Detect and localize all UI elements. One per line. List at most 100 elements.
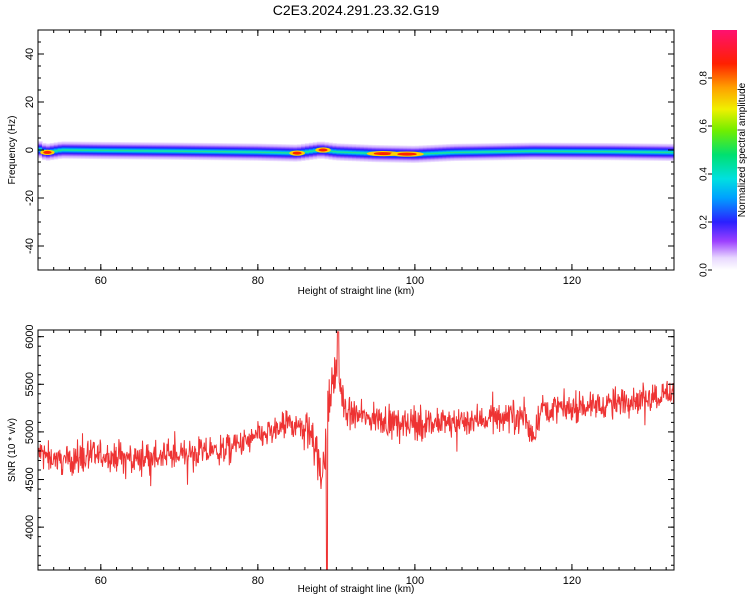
spectrogram-band-segment [568,142,573,161]
spectrogram-band-segment [73,141,78,159]
spectrogram-band-segment [544,142,549,160]
spectrogram-band-segment [92,141,98,160]
spectrogram-band-segment [552,142,557,160]
spectrogram-band-segment [147,142,153,160]
snr-ticks: 60 80 100 120 4000 4500 5000 5500 6000 [24,324,674,587]
spectrogram-band-segment [136,142,141,160]
spectrogram-band-segment [112,141,118,160]
spectrogram-band-segment [222,143,228,161]
spectrogram-band-segment [438,144,443,162]
spectrogram-band-segment [336,143,341,161]
spectrogram-band-segment [591,142,597,161]
colorbar-gradient [712,30,737,270]
spectrogram-ytick-label: 0 [24,147,36,153]
spectrogram-band-segment [257,143,263,161]
snr-ylabel: SNR (10 * v/v) [7,418,18,482]
colorbar-tick-label: 0.6 [699,119,710,133]
spectrogram-xtick-label: 80 [252,275,264,287]
spectrogram-band-segment [265,143,271,162]
spectrogram-band-segment [89,141,94,159]
spectrogram-band-segment [548,142,553,160]
spectrogram-band-segment [344,143,349,161]
snr-ytick-label: 4000 [24,515,36,539]
spectrogram-band-segment [69,141,74,159]
spectrogram-band-segment [465,143,471,161]
spectrogram-band-segment [634,143,640,161]
spectrogram-ytick-label: 20 [24,96,36,108]
spectrogram-band-segment [575,142,581,161]
spectrogram-band-segment [151,142,157,160]
spectrogram-band-segment [583,142,589,161]
spectrogram-ylabel: Frequency (Hz) [7,116,18,185]
spectrogram-band-segment [226,143,231,161]
spectrogram-band-segment [116,142,122,160]
spectrogram-ticks: 60 80 100 120 -40 -20 0 20 40 [24,29,674,287]
spectrogram-xtick-label: 120 [563,275,581,287]
spectrogram-band-segment [242,143,247,161]
spectrogram-band-segment [171,142,177,160]
spectrogram-hotspot-core [292,151,302,155]
spectrogram-band-segment [167,142,173,160]
spectrogram-band-segment [210,142,216,161]
spectrogram-band-segment [540,142,546,160]
spectrogram-band-segment [513,142,518,161]
spectrogram-band-segment [442,144,447,162]
spectrogram-band-segment [332,143,337,161]
spectrogram-band-segment [509,142,514,161]
spectrogram-band-segment [187,142,192,160]
spectrogram-band-segment [662,143,667,161]
spectrogram-band-segment [57,141,63,159]
spectrogram-band-segment [564,142,569,161]
spectrogram-band-segment [434,144,440,162]
spectrogram-band-segment [159,142,165,160]
colorbar-tick-label: 0.2 [699,215,710,229]
spectrogram-band-segment [630,143,636,161]
spectrogram-band-segment [626,143,632,161]
spectrogram-band-segment [469,143,475,161]
spectrogram-band-segment [489,143,495,161]
spectrogram-band-segment [128,142,133,160]
spectrogram-band-segment [206,142,212,161]
spectrogram-band-segment [155,142,161,160]
spectrogram-band-segment [462,143,467,161]
snr-ytick-label: 4500 [24,467,36,491]
spectrogram-band-segment [175,142,180,160]
spectrogram-band-segment [481,143,487,161]
spectrogram-band-segment [595,142,601,161]
spectrogram-band-segment [658,143,663,161]
spectrogram-band-segment [308,142,314,160]
spectrogram-band-segment [246,143,251,161]
spectrogram-band-segment [430,144,436,163]
spectrogram-band-segment [446,144,451,162]
spectrogram-band-segment [144,142,149,160]
spectrogram-band-segment [556,142,561,160]
spectrogram-band-segment [352,144,357,162]
spectrogram-band-segment [520,142,526,160]
spectrogram-ytick-label: -20 [24,190,36,206]
snr-xtick-label: 80 [252,575,264,587]
spectrogram-band-segment [516,142,522,161]
spectrogram-band-segment [642,143,648,161]
spectrogram-band-segment [195,142,200,161]
spectrogram-xtick-label: 60 [95,275,107,287]
spectrogram-band-segment [497,143,502,161]
spectrogram-hotspot-core [43,150,52,154]
spectrogram-band-segment [198,142,204,161]
spectrogram-band-segment [356,144,361,162]
spectrogram-band-segment [234,143,239,161]
spectrogram-band-segment [132,142,137,160]
spectrogram-band-segment [611,143,616,161]
spectrogram-content [38,141,674,163]
spectrogram-band-segment [77,141,82,159]
spectrogram-band-segment [312,142,318,160]
spectrogram-band-segment [615,143,620,161]
spectrogram-band-segment [250,143,255,161]
spectrogram-band-segment [104,141,110,160]
spectrogram-band-segment [81,141,86,159]
spectrogram-band-segment [607,143,612,161]
snr-ytick-label: 6000 [24,324,36,348]
spectrogram-band-segment [202,142,208,161]
spectrogram-band-segment [528,142,534,160]
spectrogram-panel: 60 80 100 120 -40 -20 0 20 40 Height of straight… [7,29,675,297]
